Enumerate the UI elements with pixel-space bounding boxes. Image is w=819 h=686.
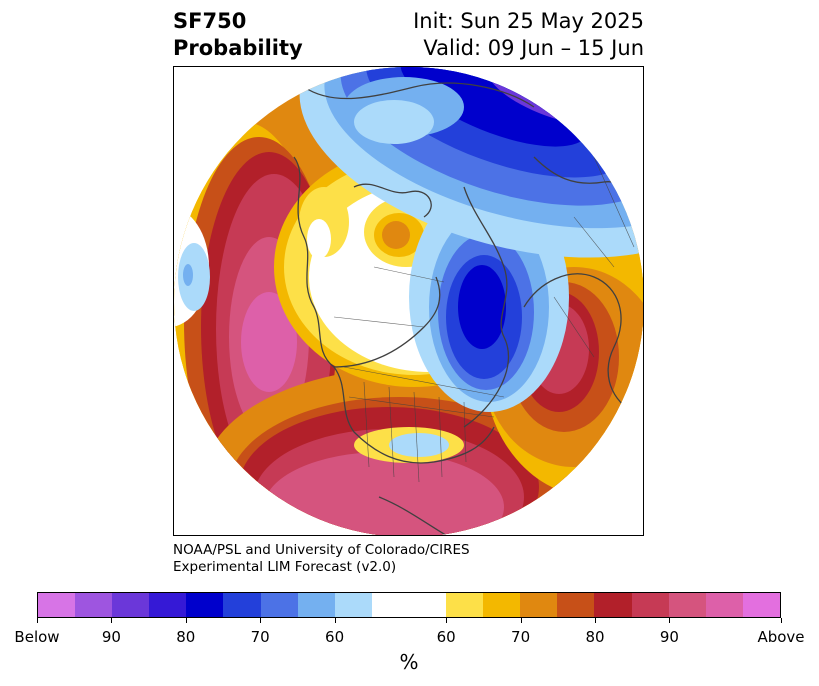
probability-colorbar — [37, 592, 781, 618]
colorbar-segment — [742, 593, 780, 617]
colorbar-segment — [186, 593, 224, 617]
colorbar-tick-mark — [520, 618, 522, 623]
map-title: SF750 Probability — [173, 8, 303, 62]
colorbar-tick-label: 70 — [511, 628, 531, 646]
colorbar-unit: % — [399, 650, 419, 674]
colorbar-tick-mark — [595, 618, 596, 623]
colorbar-segment — [520, 593, 558, 617]
colorbar-segment — [112, 593, 150, 617]
colorbar-segment — [668, 593, 706, 617]
colorbar-tick-label: 90 — [659, 628, 679, 646]
map-panel — [173, 66, 644, 536]
colorbar-segment — [483, 593, 521, 617]
title-line-product: Probability — [173, 36, 303, 60]
colorbar-tick-label: Below — [14, 628, 60, 646]
colorbar-tick-mark — [111, 618, 113, 623]
init-date: Init: Sun 25 May 2025 — [413, 9, 644, 33]
credit-line-product: Experimental LIM Forecast (v2.0) — [173, 559, 397, 575]
colorbar-tick-mark — [781, 618, 782, 623]
colorbar-tick-label: 80 — [585, 628, 605, 646]
colorbar-segment — [594, 593, 632, 617]
colorbar-tick-mark — [334, 618, 336, 623]
colorbar-segment — [705, 593, 743, 617]
colorbar-tick-label: 80 — [176, 628, 196, 646]
colorbar-tick-label: 90 — [101, 628, 121, 646]
colorbar-segment — [75, 593, 113, 617]
colorbar-segment — [371, 593, 447, 617]
colorbar-tick-label: 70 — [250, 628, 270, 646]
colorbar-tick-mark — [669, 618, 671, 623]
colorbar-tick-label: 60 — [325, 628, 345, 646]
political-borders — [333, 156, 635, 483]
colorbar-segment — [334, 593, 372, 617]
forecast-dates: Init: Sun 25 May 2025 Valid: 09 Jun – 15… — [413, 8, 644, 62]
valid-date: Valid: 09 Jun – 15 Jun — [423, 36, 644, 60]
data-credit: NOAA/PSL and University of Colorado/CIRE… — [173, 542, 470, 576]
colorbar-segment — [149, 593, 187, 617]
colorbar-segment — [38, 593, 76, 617]
colorbar-segment — [297, 593, 335, 617]
title-line-variable: SF750 — [173, 9, 247, 33]
colorbar-tick-mark — [260, 618, 262, 623]
colorbar-segment — [631, 593, 669, 617]
credit-line-institution: NOAA/PSL and University of Colorado/CIRE… — [173, 542, 470, 558]
colorbar-tick-mark — [185, 618, 187, 623]
coastlines — [293, 82, 643, 535]
colorbar-segment — [557, 593, 595, 617]
colorbar-segment — [260, 593, 298, 617]
colorbar-segment — [223, 593, 261, 617]
colorbar-segment — [446, 593, 484, 617]
colorbar-tick-mark — [37, 618, 38, 623]
colorbar-tick-mark — [446, 618, 448, 623]
colorbar-tick-label: 60 — [436, 628, 456, 646]
colorbar-tick-label: Above — [757, 628, 805, 646]
polar-probability-map — [174, 67, 643, 535]
